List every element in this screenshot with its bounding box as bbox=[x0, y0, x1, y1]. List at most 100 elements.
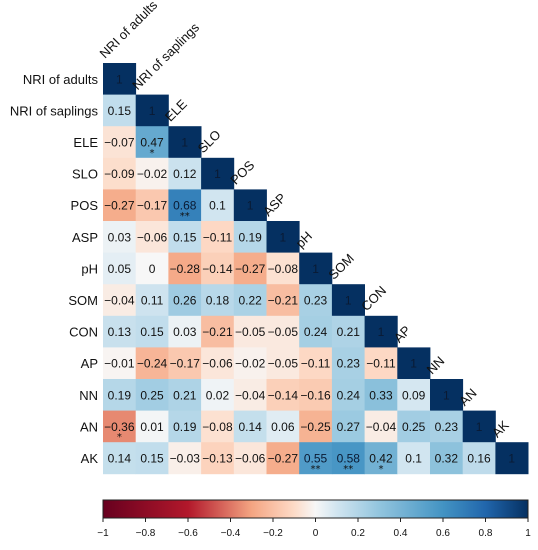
heatmap-cell bbox=[135, 157, 169, 190]
cell-value-label: −0.03 bbox=[170, 452, 201, 466]
cell-value-label: −0.01 bbox=[104, 357, 135, 371]
heatmap-cell bbox=[103, 284, 137, 317]
cell-value-label: 1 bbox=[214, 167, 221, 181]
heatmap-cell bbox=[462, 442, 496, 475]
colorbar: −1 −0.8 −0.6 −0.4 −0.2 0 0.2 0.4 0.6 0.8 1 bbox=[97, 499, 531, 539]
cell-value-label: 0.47 bbox=[140, 136, 164, 150]
cell-value-label: 0.22 bbox=[238, 294, 262, 308]
heatmap-cell bbox=[168, 442, 202, 475]
heatmap-cell bbox=[299, 284, 333, 317]
heatmap-cell bbox=[331, 442, 365, 475]
cell-value-label: −0.27 bbox=[268, 452, 299, 466]
cell-value-label: −0.06 bbox=[202, 357, 233, 371]
cell-value-label: 1 bbox=[312, 262, 319, 276]
cell-value-label: 0.33 bbox=[369, 388, 393, 402]
heatmap-cell bbox=[266, 221, 300, 253]
cell-value-label: 0.03 bbox=[108, 230, 132, 244]
cell-value-label: −0.11 bbox=[366, 357, 396, 371]
heatmap-cell bbox=[168, 379, 202, 411]
significance-mark: * bbox=[150, 148, 155, 159]
cell-value-label: −0.21 bbox=[268, 294, 299, 308]
heatmap-cell bbox=[233, 284, 267, 317]
row-label-som: SOM bbox=[68, 293, 98, 308]
heatmap-cell bbox=[168, 157, 202, 190]
cell-value-label: −0.13 bbox=[202, 452, 233, 466]
heatmap-cell bbox=[331, 284, 365, 317]
row-label-ap: AP bbox=[81, 356, 98, 371]
cell-value-label: 1 bbox=[476, 420, 483, 434]
cell-value-label: 0.19 bbox=[173, 420, 197, 434]
heatmap-cell bbox=[135, 221, 169, 253]
cell-value-label: 0.23 bbox=[435, 420, 459, 434]
cell-value-label: 0.27 bbox=[337, 420, 361, 434]
cell-value-label: 0.02 bbox=[206, 388, 230, 402]
cell-value-label: 0.42 bbox=[369, 452, 393, 466]
cell-value-label: 0.19 bbox=[108, 388, 132, 402]
heatmap-cell bbox=[103, 221, 137, 253]
cell-value-label: 1 bbox=[378, 325, 385, 339]
heatmap-cell bbox=[103, 442, 137, 475]
cell-value-label: −0.04 bbox=[104, 294, 135, 308]
cell-value-label: −0.28 bbox=[170, 262, 201, 276]
cell-value-label: 0.09 bbox=[402, 388, 426, 402]
cell-value-label: −0.04 bbox=[366, 420, 397, 434]
heatmap-cell bbox=[168, 284, 202, 317]
heatmap-cell bbox=[266, 410, 300, 443]
cell-value-label: 1 bbox=[116, 72, 123, 86]
cell-value-label: 1 bbox=[247, 199, 254, 213]
row-label-con: CON bbox=[69, 325, 98, 340]
heatmap-cell bbox=[233, 315, 267, 348]
cell-value-label: 1 bbox=[149, 104, 156, 118]
cell-value-label: −0.14 bbox=[268, 388, 299, 402]
heatmap-cell bbox=[201, 157, 235, 190]
heatmap-cell bbox=[135, 410, 169, 443]
cell-value-label: −0.06 bbox=[137, 230, 168, 244]
heatmap-cell bbox=[168, 221, 202, 253]
heatmap-cell bbox=[266, 347, 300, 380]
cell-value-label: 0.05 bbox=[108, 262, 132, 276]
heatmap-cell bbox=[266, 315, 300, 348]
cell-value-label: −0.05 bbox=[268, 357, 299, 371]
heatmap-cell bbox=[495, 442, 529, 475]
cell-value-label: 0.1 bbox=[405, 452, 422, 466]
cell-value-label: 0.19 bbox=[238, 230, 262, 244]
heatmap-cell bbox=[299, 379, 333, 411]
heatmap-cell bbox=[201, 347, 235, 380]
heatmap-cell bbox=[103, 94, 137, 127]
colorbar-tick-label: 0.6 bbox=[436, 528, 450, 539]
cell-value-label: 0.24 bbox=[337, 388, 361, 402]
heatmap-cell bbox=[397, 442, 431, 475]
heatmap-cell bbox=[135, 379, 169, 411]
cell-value-label: −0.27 bbox=[104, 199, 135, 213]
heatmap-cell bbox=[103, 315, 137, 348]
colorbar-tick-label: −0.2 bbox=[263, 528, 283, 539]
row-label-ele: ELE bbox=[73, 135, 98, 150]
heatmap-cell bbox=[364, 379, 398, 411]
cell-value-label: 0.16 bbox=[467, 452, 491, 466]
cell-value-label: 0.32 bbox=[435, 452, 459, 466]
cell-value-label: −0.17 bbox=[137, 199, 168, 213]
heatmap-cell bbox=[168, 410, 202, 443]
cell-value-label: 0.14 bbox=[238, 420, 262, 434]
heatmap-cell bbox=[299, 442, 333, 475]
cell-value-label: −0.36 bbox=[104, 420, 135, 434]
column-label-nri-of-saplings: NRI of saplings bbox=[129, 19, 202, 92]
row-label-nn: NN bbox=[79, 388, 98, 403]
cell-value-label: −0.08 bbox=[202, 420, 233, 434]
cell-value-label: 1 bbox=[508, 452, 515, 466]
significance-mark: * bbox=[378, 464, 383, 475]
cell-value-label: −0.11 bbox=[301, 357, 331, 371]
cell-value-label: −0.05 bbox=[235, 325, 266, 339]
heatmap-cell bbox=[135, 315, 169, 348]
heatmap-cell bbox=[201, 410, 235, 443]
cell-value-label: 0.23 bbox=[337, 357, 361, 371]
heatmap-cell bbox=[103, 189, 137, 222]
heatmap-cell bbox=[103, 347, 137, 380]
heatmap-cell bbox=[299, 315, 333, 348]
cell-value-label: 0.58 bbox=[337, 452, 361, 466]
heatmap-cell bbox=[299, 347, 333, 380]
cell-value-label: 1 bbox=[345, 294, 352, 308]
heatmap-cell bbox=[103, 157, 137, 190]
cell-value-label: 0.26 bbox=[173, 294, 197, 308]
heatmap-cell bbox=[299, 252, 333, 285]
